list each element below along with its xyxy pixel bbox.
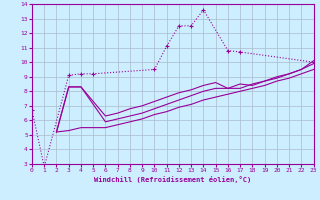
X-axis label: Windchill (Refroidissement éolien,°C): Windchill (Refroidissement éolien,°C)	[94, 176, 252, 183]
